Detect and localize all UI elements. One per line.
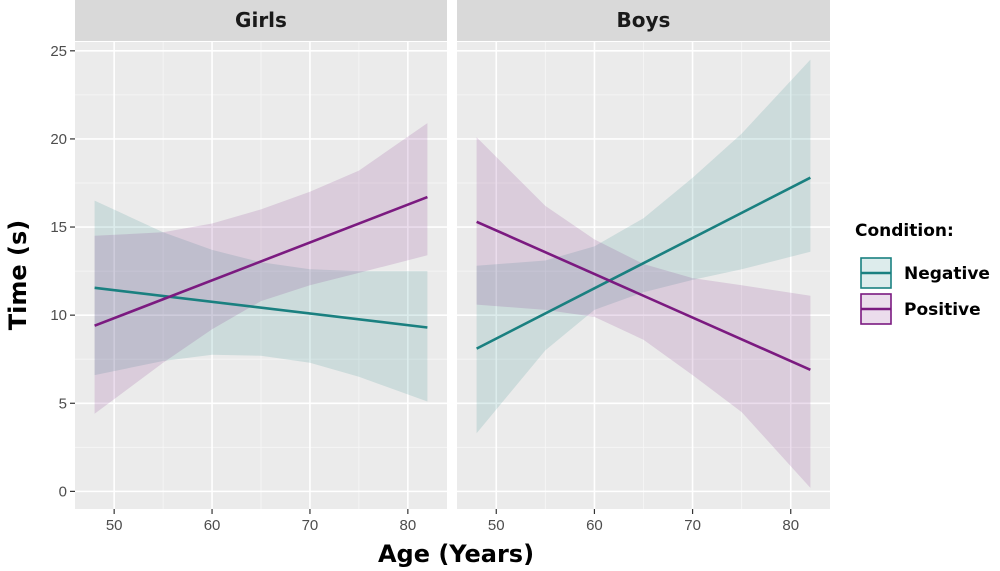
y-tick-label: 10 [50,307,67,324]
x-tick-label: 50 [488,517,505,534]
grid-boys [457,42,830,509]
y-tick-label: 0 [59,483,67,500]
legend-title: Condition: [855,221,954,241]
y-tick-label: 20 [50,131,67,148]
line-negative [94,286,428,329]
x-axis-boys: 50 60 70 80 [488,509,799,534]
ribbon-positive [94,123,428,414]
lines-boys [476,176,811,371]
y-tick-label: 5 [59,395,67,412]
line-negative [476,176,811,350]
panel-boys: Boys 50 60 70 80 [457,0,830,534]
x-tick-label: 70 [684,517,701,534]
x-tick-label: 70 [302,517,319,534]
x-tick-label: 60 [204,517,221,534]
ribbon-negative [476,59,811,434]
x-tick-label: 50 [106,517,123,534]
x-tick-label: 80 [782,517,799,534]
x-axis-girls: 50 60 70 80 [106,509,416,534]
legend-item-negative: Negative [860,257,990,289]
legend: Condition: Negative Positive [855,221,990,325]
strip-background-boys [457,0,830,41]
x-axis-title: Age (Years) [378,540,534,568]
strip-background-girls [75,0,447,41]
legend-item-positive: Positive [860,293,981,325]
strip-title-boys: Boys [617,8,671,32]
ribbon-positive [476,137,811,488]
y-tick-label: 15 [50,219,67,236]
y-tick-label: 25 [50,43,67,60]
x-tick-label: 60 [586,517,603,534]
grid-girls [75,42,447,509]
x-tick-label: 80 [399,517,416,534]
ribbon-negative [94,200,428,402]
ribbons-girls [94,123,428,414]
lines-girls [94,195,428,329]
y-axis: 0 5 10 15 20 25 [50,43,75,500]
panel-girls: Girls 50 60 70 80 [75,0,447,534]
line-positive [476,220,811,371]
strip-title-girls: Girls [235,8,287,32]
y-axis-title: Time (s) [4,220,32,330]
legend-label-negative: Negative [904,264,990,284]
line-positive [94,195,428,327]
legend-label-positive: Positive [904,300,981,320]
ribbons-boys [476,59,811,488]
